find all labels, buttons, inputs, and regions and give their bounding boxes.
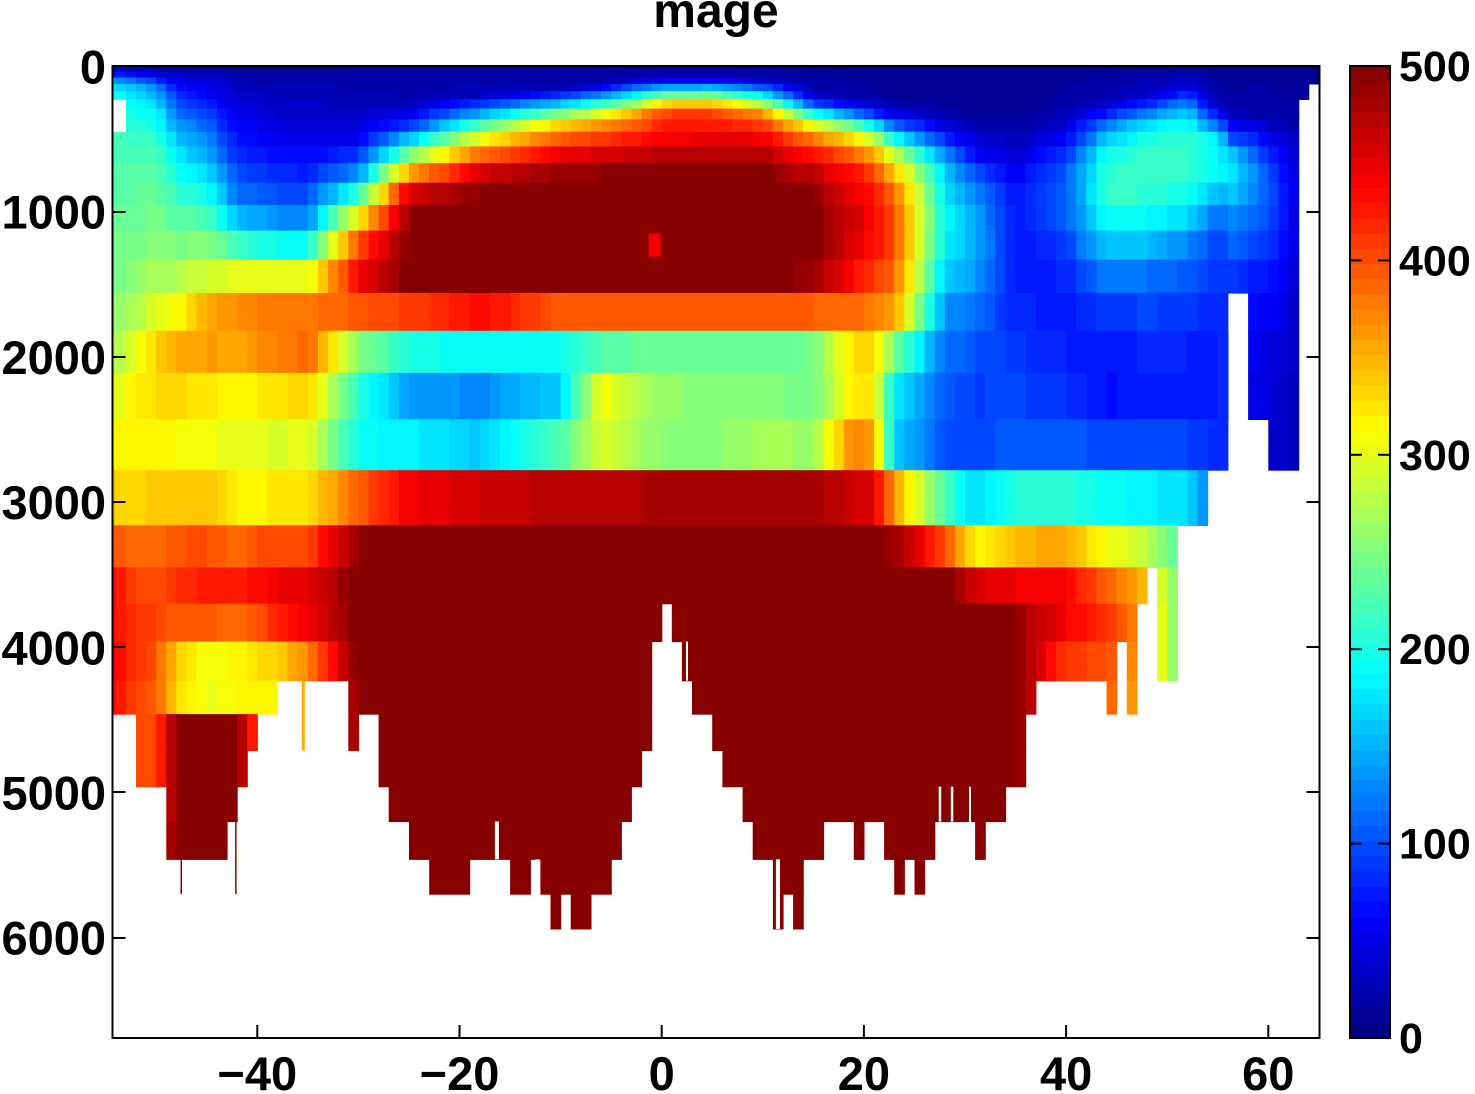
- svg-text:5000: 5000: [1, 767, 106, 820]
- svg-text:400: 400: [1399, 237, 1471, 285]
- svg-text:200: 200: [1399, 626, 1471, 674]
- svg-text:2000: 2000: [1, 331, 106, 384]
- svg-text:−40: −40: [217, 1047, 297, 1094]
- svg-text:60: 60: [1242, 1047, 1294, 1094]
- svg-text:100: 100: [1399, 821, 1471, 869]
- svg-text:0: 0: [80, 41, 106, 94]
- svg-text:0: 0: [649, 1047, 675, 1094]
- svg-text:4000: 4000: [1, 621, 106, 674]
- svg-text:3000: 3000: [1, 476, 106, 529]
- svg-text:500: 500: [1399, 43, 1471, 91]
- svg-text:1000: 1000: [1, 186, 106, 239]
- svg-text:mage: mage: [653, 0, 778, 38]
- svg-text:−20: −20: [420, 1047, 500, 1094]
- svg-text:6000: 6000: [1, 912, 106, 965]
- svg-text:0: 0: [1399, 1015, 1423, 1063]
- svg-text:300: 300: [1399, 432, 1471, 480]
- svg-text:40: 40: [1040, 1047, 1092, 1094]
- svg-text:20: 20: [838, 1047, 890, 1094]
